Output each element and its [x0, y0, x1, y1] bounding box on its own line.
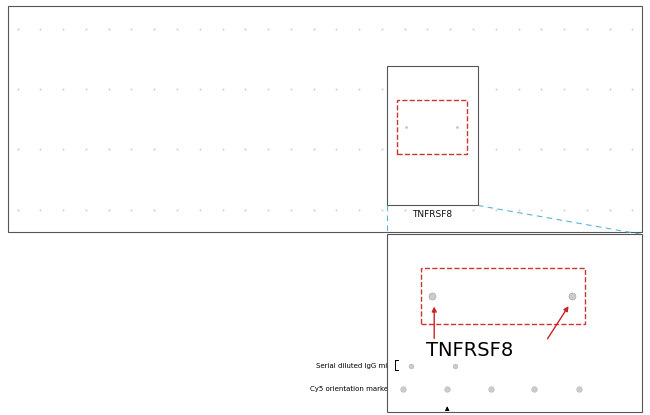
- Bar: [387, 66, 478, 205]
- Bar: [421, 268, 585, 324]
- Text: TNFRSF8: TNFRSF8: [426, 341, 513, 360]
- Bar: [8, 6, 642, 232]
- Bar: [396, 100, 467, 154]
- Text: IgG mix: IgG mix: [612, 385, 641, 394]
- Bar: [387, 234, 642, 412]
- Text: Cy5 orientation marker: Cy5 orientation marker: [310, 386, 391, 392]
- Text: Serial diluted IgG mix: Serial diluted IgG mix: [316, 363, 391, 369]
- Text: TNFRSF8: TNFRSF8: [412, 210, 452, 219]
